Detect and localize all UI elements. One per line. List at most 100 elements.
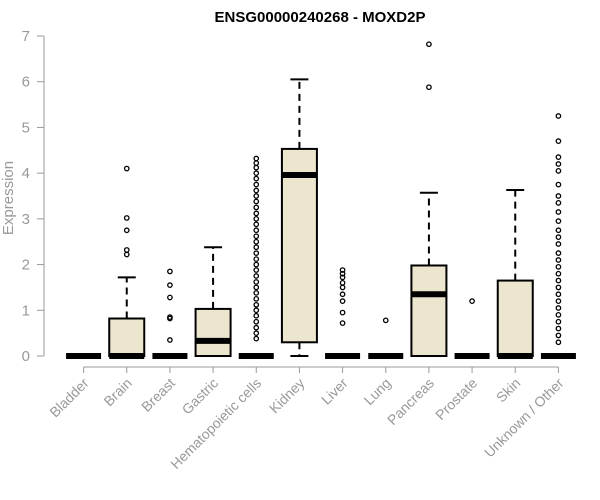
outlier-point — [253, 170, 260, 176]
outlier-point — [123, 215, 130, 221]
outlier-point — [555, 277, 562, 284]
chart-title: ENSG00000240268 - MOXD2P — [215, 9, 426, 26]
outlier-point — [167, 282, 173, 288]
outlier-point — [426, 84, 432, 91]
outlier-point — [167, 337, 173, 343]
outlier-point — [253, 233, 260, 240]
outlier-point — [555, 227, 562, 234]
outlier-point — [253, 164, 260, 171]
outlier-point — [253, 296, 260, 302]
outlier-point — [555, 181, 562, 188]
outlier-point — [253, 256, 260, 262]
outlier-point — [555, 138, 562, 144]
outlier-point — [253, 216, 260, 222]
y-tick-label: 1 — [22, 302, 30, 319]
outlier-point — [555, 270, 562, 277]
outlier-point — [253, 193, 260, 199]
outlier-point — [555, 332, 562, 339]
outlier-point — [382, 317, 389, 324]
box-brain — [108, 165, 146, 359]
outlier-point — [253, 324, 260, 331]
outlier-point — [339, 284, 346, 291]
box-hematopoietic-cells — [238, 155, 274, 359]
outlier-point — [339, 274, 346, 281]
outlier-point — [555, 257, 562, 263]
outlier-point — [253, 335, 260, 342]
boxes-group — [66, 41, 576, 359]
box-rect — [410, 264, 448, 357]
outlier-point — [253, 290, 260, 296]
outlier-point — [339, 270, 346, 277]
outlier-point — [253, 198, 260, 205]
outlier-point — [555, 298, 562, 304]
outlier-point — [555, 168, 562, 174]
box-rect — [280, 147, 318, 344]
box-skin — [496, 189, 534, 359]
y-tick-label: 6 — [22, 74, 30, 91]
box-liver — [325, 267, 361, 359]
outlier-point — [555, 250, 562, 256]
x-tick-label: Unknown / Other — [481, 375, 567, 461]
outlier-point — [555, 234, 562, 240]
outlier-point — [555, 113, 562, 119]
x-tick-label: Breast — [138, 375, 178, 415]
outlier-point — [167, 314, 173, 320]
outlier-point — [253, 244, 260, 251]
y-tick-label: 5 — [22, 119, 30, 136]
outlier-point — [253, 312, 260, 319]
x-tick-label: Pancreas — [384, 375, 437, 428]
outlier-point — [123, 251, 130, 258]
outlier-point — [555, 264, 562, 270]
outlier-point — [253, 279, 260, 285]
outlier-point — [555, 312, 562, 318]
outlier-point — [167, 268, 173, 275]
outlier-point — [253, 155, 260, 162]
outlier-point — [253, 330, 260, 336]
outlier-point — [253, 301, 260, 308]
outlier-point — [555, 325, 562, 332]
outlier-point — [253, 318, 260, 325]
outlier-point — [167, 294, 173, 301]
outlier-point — [555, 200, 562, 206]
box-prostate — [454, 298, 490, 359]
y-tick-label: 2 — [22, 257, 30, 274]
box-rect — [108, 317, 146, 357]
x-tick-label: Lung — [361, 375, 394, 408]
box-rect — [496, 279, 534, 358]
outlier-point — [555, 318, 562, 325]
outlier-point — [253, 250, 260, 256]
box-pancreas — [410, 41, 448, 357]
outlier-point — [253, 261, 260, 268]
outlier-point — [339, 320, 346, 326]
outlier-point — [253, 160, 260, 166]
x-tick-label: Liver — [318, 375, 351, 408]
outlier-point — [253, 204, 260, 211]
outlier-point — [469, 298, 475, 304]
outlier-point — [253, 221, 260, 228]
outlier-point — [339, 280, 346, 286]
outlier-point — [555, 193, 562, 199]
outlier-point — [339, 291, 346, 298]
outlier-point — [555, 209, 562, 215]
x-tick-label: Brain — [100, 375, 134, 409]
y-tick-label: 4 — [22, 165, 30, 182]
outlier-point — [555, 241, 562, 247]
outlier-point — [123, 227, 130, 234]
outlier-point — [253, 284, 260, 291]
outlier-point — [555, 284, 562, 291]
outlier-point — [253, 238, 260, 245]
y-tick-label: 3 — [22, 211, 30, 228]
outlier-point — [555, 305, 562, 311]
box-unknown-other — [540, 113, 576, 359]
box-lung — [368, 317, 404, 359]
x-tick-label: Bladder — [46, 375, 92, 421]
y-tick-label: 0 — [22, 348, 30, 365]
box-rect — [194, 307, 232, 357]
x-tick-label: Kidney — [266, 375, 308, 417]
outlier-point — [123, 165, 130, 172]
y-axis-label: Expression — [0, 161, 17, 235]
outlier-point — [253, 175, 260, 182]
x-tick-label: Skin — [493, 375, 524, 406]
